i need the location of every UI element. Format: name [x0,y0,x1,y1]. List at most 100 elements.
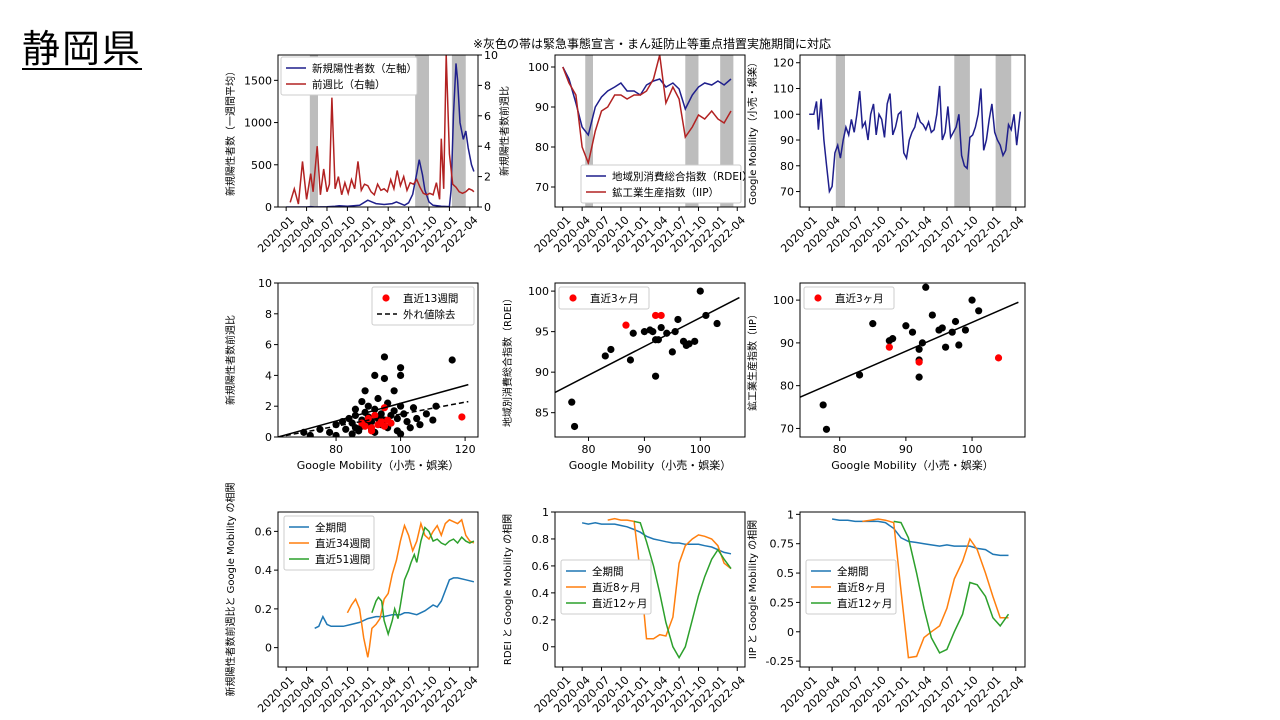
p6-legend-label: 直近3ヶ月 [835,292,884,305]
p1-chart: 2020-012020-042020-072020-102021-012021-… [224,49,511,255]
p4-point [348,430,356,437]
p6-y-tick-label: 100 [773,294,794,307]
p8-y-tick-label: 1 [542,506,549,519]
p4-point [409,404,418,412]
p9-plot-area [831,518,1010,659]
p9-series-line [862,518,1009,659]
p5-fit-line [555,296,740,394]
p6-legend-swatch [814,294,822,302]
p2-y-tick-label: 70 [535,181,549,194]
p4-x-tick-label: 100 [390,443,411,456]
p8-y-tick-label: 0.6 [532,560,550,573]
p6-point-recent [915,358,923,366]
p6-point [928,311,936,319]
p6-x-tick-label: 90 [899,443,913,456]
p2-chart: 2020-012020-042020-072020-102021-012021-… [528,54,753,255]
p5-x-tick-label: 100 [690,443,711,456]
p4-legend-label: 外れ値除去 [403,308,456,321]
p7-y-axis-label: 新規陽性者数前週比と Google Mobility の相関 [224,482,237,696]
p3-y-tick-label: 90 [780,134,794,147]
p1-series-line [286,63,475,207]
p4-point [326,428,334,436]
p1-legend: 新規陽性者数（左軸） 前週比（右軸） [280,56,418,96]
p4-y-tick-label: 2 [265,400,272,413]
p4-point [448,356,456,364]
p4-point [390,407,398,415]
p4-legend-box [371,286,475,326]
p5-plot-area [555,287,740,431]
figure-note: ※灰色の帯は緊急事態宣言・まん延防止等重点措置実施期間に対応 [473,36,831,51]
p2-legend-box [580,164,742,204]
p4-point [396,371,405,379]
p7-legend-label: 直近51週間 [315,553,370,566]
p1-y2-tick-label: 8 [484,79,491,92]
p4-point [332,431,340,437]
p9-series-line [831,518,1009,557]
p4-point [429,416,437,424]
p5-point [713,319,721,328]
p2-legend: 地域別消費総合指数（RDEI） 鉱工業生産指数（IIP） [580,164,753,204]
p8-legend-box [560,559,652,615]
p7-axes-frame [277,511,479,668]
p8-y-axis-label: RDEI と Google Mobility の相関 [501,514,514,665]
p6-point [908,328,917,336]
p8-series-line [633,520,732,660]
p3-chart: 2020-012020-042020-072020-102021-012021-… [746,54,1027,255]
p6-legend-box [803,286,895,310]
p4-x-tick-label: 120 [455,443,476,456]
p5-y-tick-label: 90 [535,366,549,379]
p3-axes-frame [799,54,1026,208]
p5-point [651,372,660,380]
p4-x-axis-label: Google Mobility（小売・娯楽） [297,458,459,472]
p4-point [396,430,405,437]
p6-legend: 直近3ヶ月 [803,286,895,310]
p9-axes-frame [799,511,1026,668]
p1-y-tick-label: 500 [251,159,272,172]
p4-point-recent [371,411,379,420]
p9-y-tick-label: 0.75 [770,538,795,551]
p9-series-line [893,520,1010,654]
p1-legend-box [280,56,418,96]
p7-y-tick-label: 0.4 [255,564,273,577]
p1-y2-tick-label: 0 [484,201,491,214]
p7-series-line [371,526,475,637]
p4-point [416,421,424,429]
p4-y-tick-label: 0 [265,431,272,444]
p5-point [601,352,609,360]
p4-y-tick-label: 6 [265,339,272,352]
p3-shade-band [995,55,1012,207]
p6-point [938,324,946,332]
p6-point [822,425,831,433]
p2-y-tick-label: 90 [535,101,549,114]
p6-x-tick-label: 80 [833,443,847,456]
p6-point [941,343,950,351]
p6-point [955,341,963,349]
p8-series-line [581,522,732,555]
p5-y-axis-label: 地域別消費総合指数（RDEI） [501,293,514,427]
p5-y-tick-label: 95 [535,326,549,339]
p5-x-axis-label: Google Mobility（小売・娯楽） [569,458,731,472]
p9-y-tick-label: 0.25 [770,596,795,609]
p4-point [403,418,411,426]
p8-y-tick-label: 0.4 [532,587,550,600]
p4-fit-line [278,383,469,437]
p6-point [922,283,930,291]
p3-series-line [809,85,1022,195]
p3-y-tick-label: 70 [780,186,794,199]
p6-fit-line [800,301,1019,398]
p5-point [649,328,657,336]
p4-point [380,374,389,383]
p4-y-axis-label: 新規陽性者数前週比 [224,315,237,405]
p6-point [968,296,976,304]
p9-y-axis-label: IIP と Google Mobility の相関 [746,520,759,659]
p2-legend-label: 地域別消費総合指数（RDEI） [612,170,753,183]
p7-plot-area [314,518,475,658]
p6-point [819,401,827,409]
p6-point [915,373,923,381]
p4-point [393,414,401,423]
p4-chart: 80 100 120 0 2 4 6 8 10 新規陽性者数前週比 Google Mobility（… [224,277,479,472]
p2-y-tick-label: 80 [535,141,549,154]
p4-point [413,414,421,423]
p7-series-line [314,577,475,629]
